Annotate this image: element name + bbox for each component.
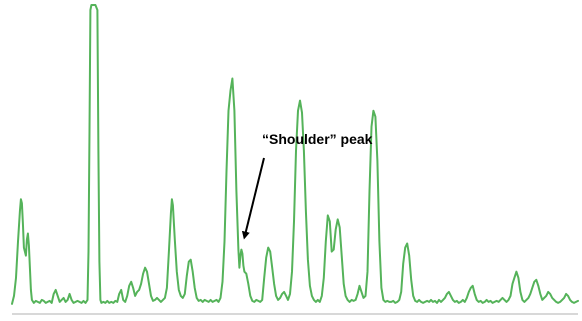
- series-layer: [11, 4, 579, 305]
- shoulder-peak-annotation: “Shoulder” peak: [262, 131, 373, 147]
- series-line-0: [11, 4, 579, 305]
- annotation-layer: “Shoulder” peak: [241, 131, 373, 240]
- annotation-arrow: [241, 157, 265, 240]
